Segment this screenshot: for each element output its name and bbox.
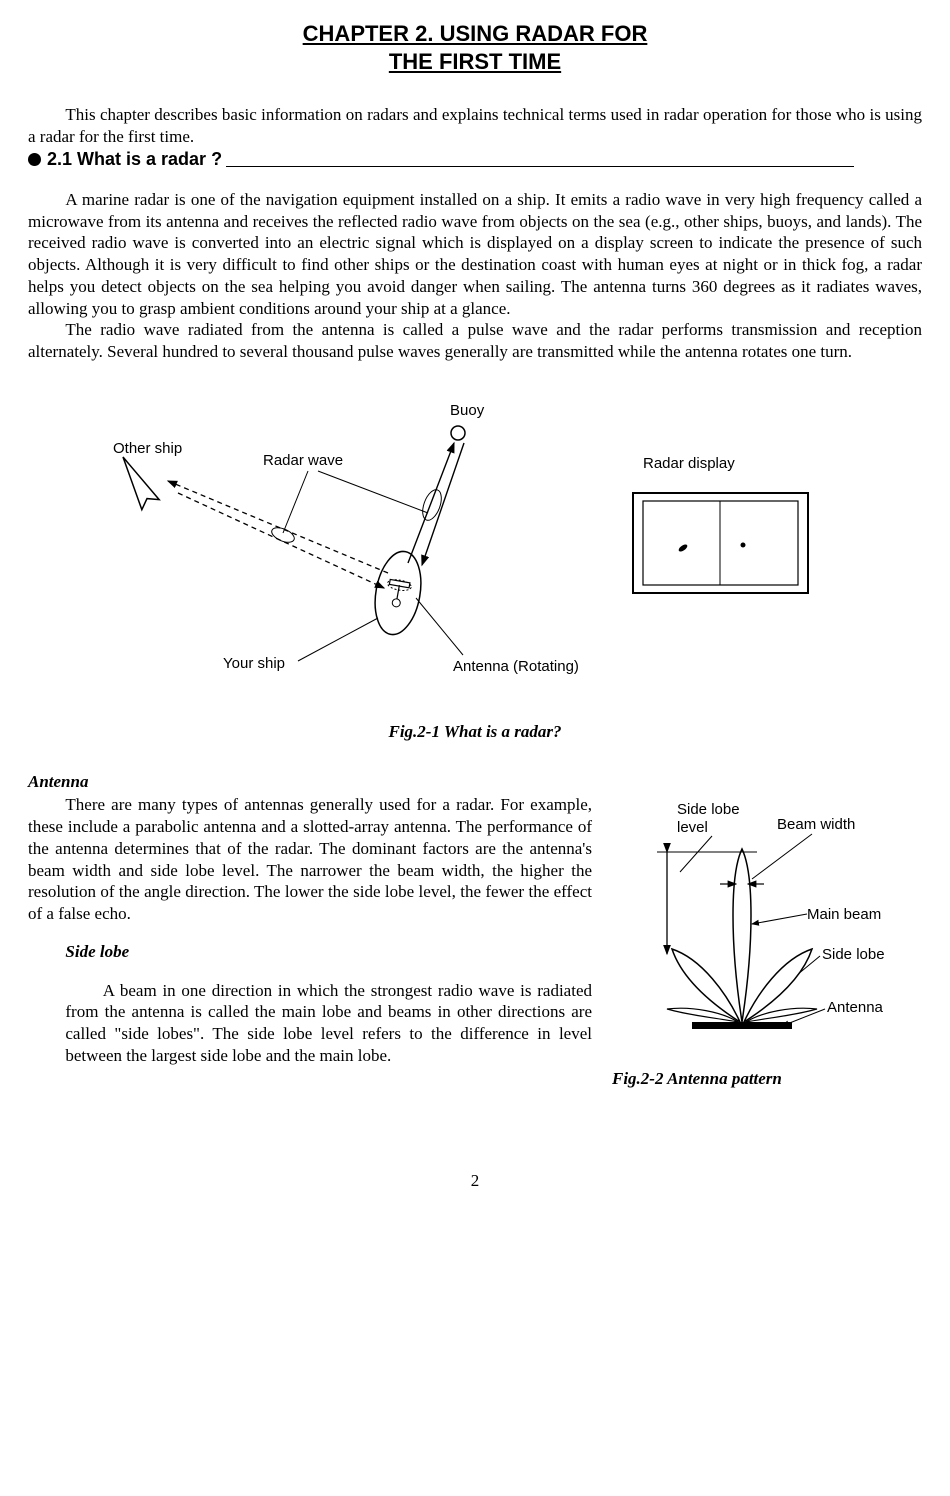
label-side-lobe-level-2: level [677, 819, 708, 836]
antenna-text-column: There are many types of antennas general… [28, 794, 592, 1083]
bullet-icon [28, 153, 41, 166]
page-number: 2 [28, 1170, 922, 1192]
figure-2-1-caption: Fig.2-1 What is a radar? [28, 721, 922, 743]
label-antenna-rotating: Antenna (Rotating) [453, 658, 579, 675]
label-side-lobe: Side lobe [822, 946, 885, 963]
side-lobe-heading: Side lobe [65, 941, 592, 963]
section-2-1-heading: 2.1 What is a radar ? [28, 148, 922, 171]
label-main-beam: Main beam [807, 906, 881, 923]
label-antenna: Antenna [827, 999, 884, 1016]
label-other-ship: Other ship [113, 440, 182, 457]
figure-2-1-svg: Buoy Other ship Radar wave Your ship Ant… [28, 393, 928, 693]
intro-paragraph: This chapter describes basic information… [28, 104, 922, 148]
figure-2-1: Buoy Other ship Radar wave Your ship Ant… [28, 393, 922, 703]
label-beam-width: Beam width [777, 816, 855, 833]
antenna-heading: Antenna [28, 771, 922, 793]
heading-rule [226, 166, 854, 167]
figure-2-2-caption: Fig.2-2 Antenna pattern [612, 1068, 922, 1090]
section-2-1-title: 2.1 What is a radar ? [47, 148, 222, 171]
your-ship-icon [369, 548, 427, 638]
label-radar-display: Radar display [643, 455, 735, 472]
section-2-1-para2: The radio wave radiated from the antenna… [28, 319, 922, 363]
figure-2-2-svg: Side lobe level Beam width Main beam Sid… [612, 794, 922, 1054]
chapter-title: CHAPTER 2. USING RADAR FOR THE FIRST TIM… [28, 20, 922, 76]
antenna-para: There are many types of antennas general… [28, 794, 592, 925]
label-buoy: Buoy [450, 402, 485, 419]
antenna-two-column: There are many types of antennas general… [28, 794, 922, 1090]
label-radar-wave: Radar wave [263, 452, 343, 469]
figure-2-2-column: Side lobe level Beam width Main beam Sid… [612, 794, 922, 1090]
label-side-lobe-level-1: Side lobe [677, 801, 740, 818]
chapter-title-line2: THE FIRST TIME [389, 49, 561, 74]
label-your-ship: Your ship [223, 655, 285, 672]
side-lobe-para: A beam in one direction in which the str… [65, 980, 592, 1067]
chapter-title-line1: CHAPTER 2. USING RADAR FOR [303, 21, 648, 46]
section-2-1-para1: A marine radar is one of the navigation … [28, 189, 922, 320]
